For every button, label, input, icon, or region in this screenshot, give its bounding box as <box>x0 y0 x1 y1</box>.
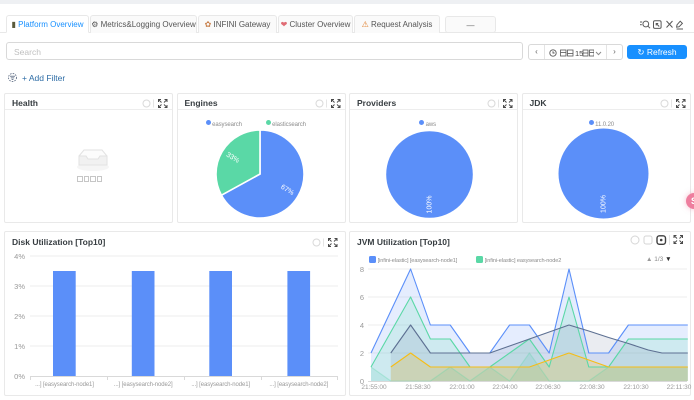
svg-text:15: 15 <box>575 49 583 57</box>
